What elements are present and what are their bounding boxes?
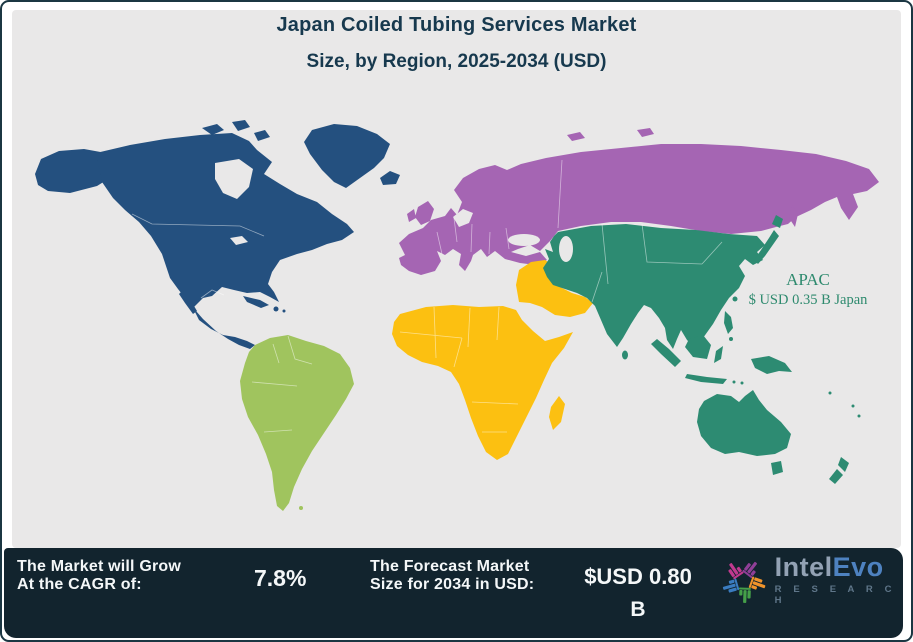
cagr-value: 7.8% [254, 565, 307, 591]
apac-annotation-region: APAC [786, 270, 830, 289]
region-north-america [35, 120, 400, 349]
intelevo-logo-text: IntelEvo R E S E A R C H [774, 552, 903, 607]
page-subtitle: Size, by Region, 2025-2034 (USD) [306, 51, 607, 72]
page-title: Japan Coiled Tubing Services Market [276, 14, 637, 36]
title-block: Japan Coiled Tubing Services Market Size… [2, 14, 911, 73]
intelevo-logo-icon [722, 561, 766, 603]
logo-name-intel: Intel [774, 552, 833, 582]
forecast-label: The Forecast Market Size for 2034 in USD… [370, 558, 535, 593]
region-middle-east-africa [392, 260, 593, 460]
intelevo-logo: IntelEvo R E S E A R C H [720, 552, 903, 608]
cagr-label: The Market will Grow At the CAGR of: [17, 558, 182, 593]
apac-annotation-value: $ USD 0.35 B Japan [748, 292, 868, 308]
inland-seas [215, 159, 573, 262]
logo-subtitle: R E S E A R C H [774, 584, 897, 606]
region-asia-pacific [543, 215, 861, 484]
apac-annotation: APAC $ USD 0.35 B Japan [738, 270, 878, 309]
region-south-america [240, 335, 354, 511]
logo-name-evo: Evo [832, 552, 884, 582]
country-borders [131, 159, 723, 433]
forecast-value: $USD 0.80 B [584, 564, 692, 621]
map-panel [12, 10, 901, 548]
footer-bar: The Market will Grow At the CAGR of: 7.8… [4, 548, 903, 638]
